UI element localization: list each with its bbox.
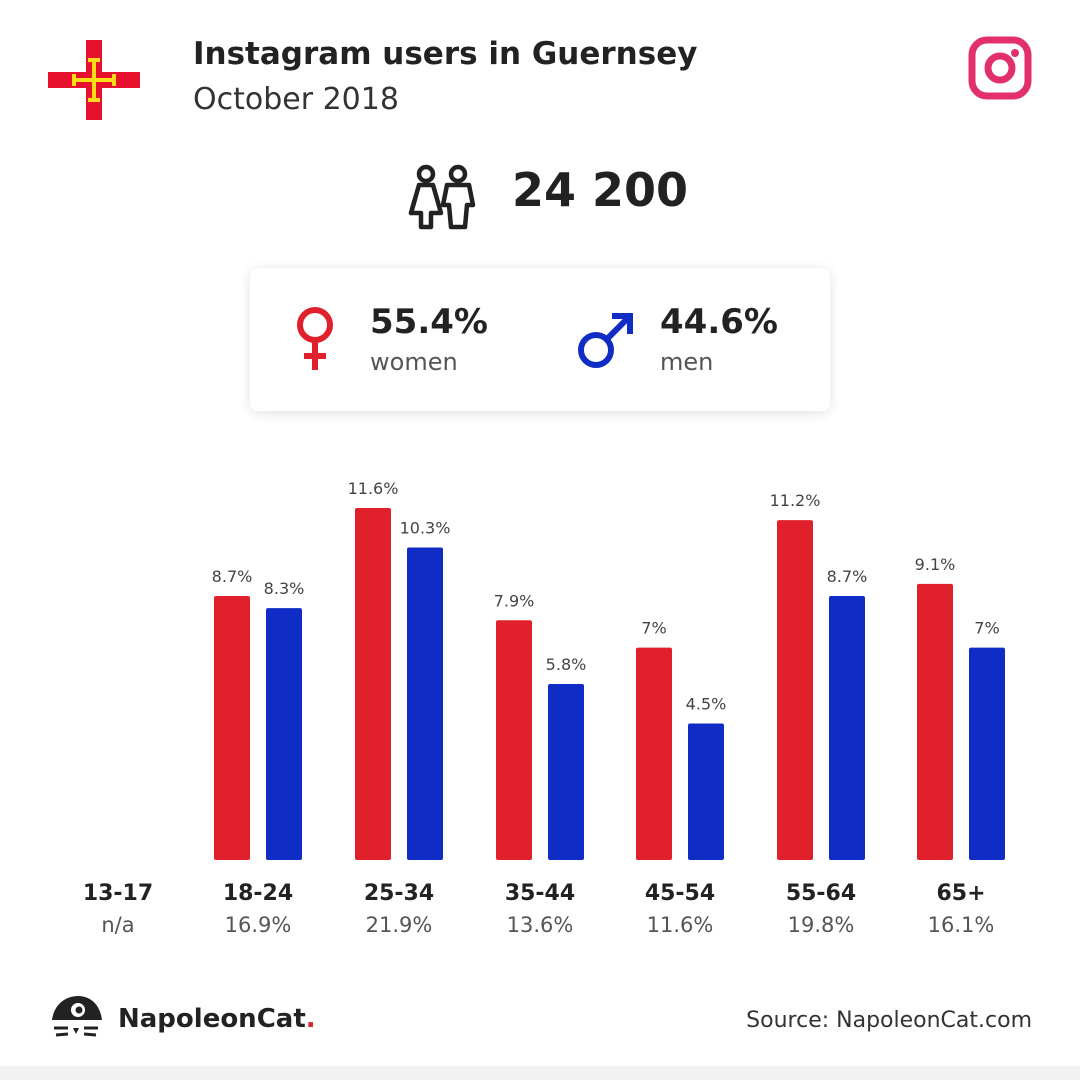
data-label-men-25-34: 10.3% <box>400 518 451 537</box>
data-label-women-45-54: 7% <box>641 619 666 638</box>
men-label: men <box>660 348 714 376</box>
total-users-value: 24 200 <box>512 163 689 217</box>
bar-men-35-44 <box>548 684 584 860</box>
bar-men-18-24 <box>266 608 302 860</box>
brand-dot: . <box>305 1004 316 1034</box>
data-label-women-55-64: 11.2% <box>770 491 821 510</box>
category-label-55-64: 55-64 <box>786 881 856 906</box>
female-symbol-icon <box>297 307 333 370</box>
data-label-women-25-34: 11.6% <box>348 479 399 498</box>
data-label-women-18-24: 8.7% <box>212 567 253 586</box>
napoleoncat-logo-icon <box>52 996 102 1037</box>
category-label-65+: 65+ <box>936 881 985 906</box>
page-subtitle: October 2018 <box>193 82 399 117</box>
bar-women-55-64 <box>777 520 813 860</box>
bar-women-25-34 <box>355 508 391 860</box>
bar-men-25-34 <box>407 547 443 860</box>
gender-split-card: 55.4% women 44.6% men <box>250 268 830 411</box>
category-total-18-24: 16.9% <box>225 913 292 937</box>
age-gender-bar-chart: 13-17 n/a 8.7% 8.3% 18-24 16.9% 11.6% 10.3% 25-3… <box>83 479 1005 937</box>
men-percentage: 44.6% <box>660 302 778 342</box>
bar-women-35-44 <box>496 620 532 860</box>
bar-women-65+ <box>917 583 953 860</box>
data-label-women-65+: 9.1% <box>915 555 956 574</box>
source-credit: Source: NapoleonCat.com <box>746 1008 1032 1033</box>
data-label-women-35-44: 7.9% <box>494 591 535 610</box>
category-total-65+: 16.1% <box>928 913 995 937</box>
category-total-13-17: n/a <box>101 913 134 937</box>
data-label-men-18-24: 8.3% <box>264 579 305 598</box>
instagram-icon <box>968 36 1032 100</box>
women-percentage: 55.4% <box>370 302 488 342</box>
data-label-men-45-54: 4.5% <box>686 694 727 713</box>
bar-women-45-54 <box>636 647 672 860</box>
page-title: Instagram users in Guernsey <box>193 36 698 72</box>
brand-name-text: NapoleonCat <box>118 1004 306 1034</box>
bar-men-65+ <box>969 647 1005 860</box>
category-label-35-44: 35-44 <box>505 881 575 906</box>
people-icon <box>408 164 476 230</box>
category-label-18-24: 18-24 <box>223 881 293 906</box>
data-label-men-35-44: 5.8% <box>546 655 587 674</box>
bar-women-18-24 <box>214 596 250 860</box>
category-total-55-64: 19.8% <box>788 913 855 937</box>
data-label-men-65+: 7% <box>974 619 999 638</box>
data-label-men-55-64: 8.7% <box>827 567 868 586</box>
category-label-45-54: 45-54 <box>645 881 715 906</box>
bottom-strip <box>0 1066 1080 1080</box>
category-total-35-44: 13.6% <box>507 913 574 937</box>
bar-men-45-54 <box>688 723 724 860</box>
male-symbol-icon <box>578 313 633 368</box>
guernsey-flag-icon <box>48 40 140 120</box>
category-label-13-17: 13-17 <box>83 881 153 906</box>
category-total-45-54: 11.6% <box>647 913 714 937</box>
category-total-25-34: 21.9% <box>366 913 433 937</box>
bar-men-55-64 <box>829 596 865 860</box>
brand-name: NapoleonCat. <box>118 1004 316 1034</box>
women-label: women <box>370 348 458 376</box>
category-label-25-34: 25-34 <box>364 881 434 906</box>
